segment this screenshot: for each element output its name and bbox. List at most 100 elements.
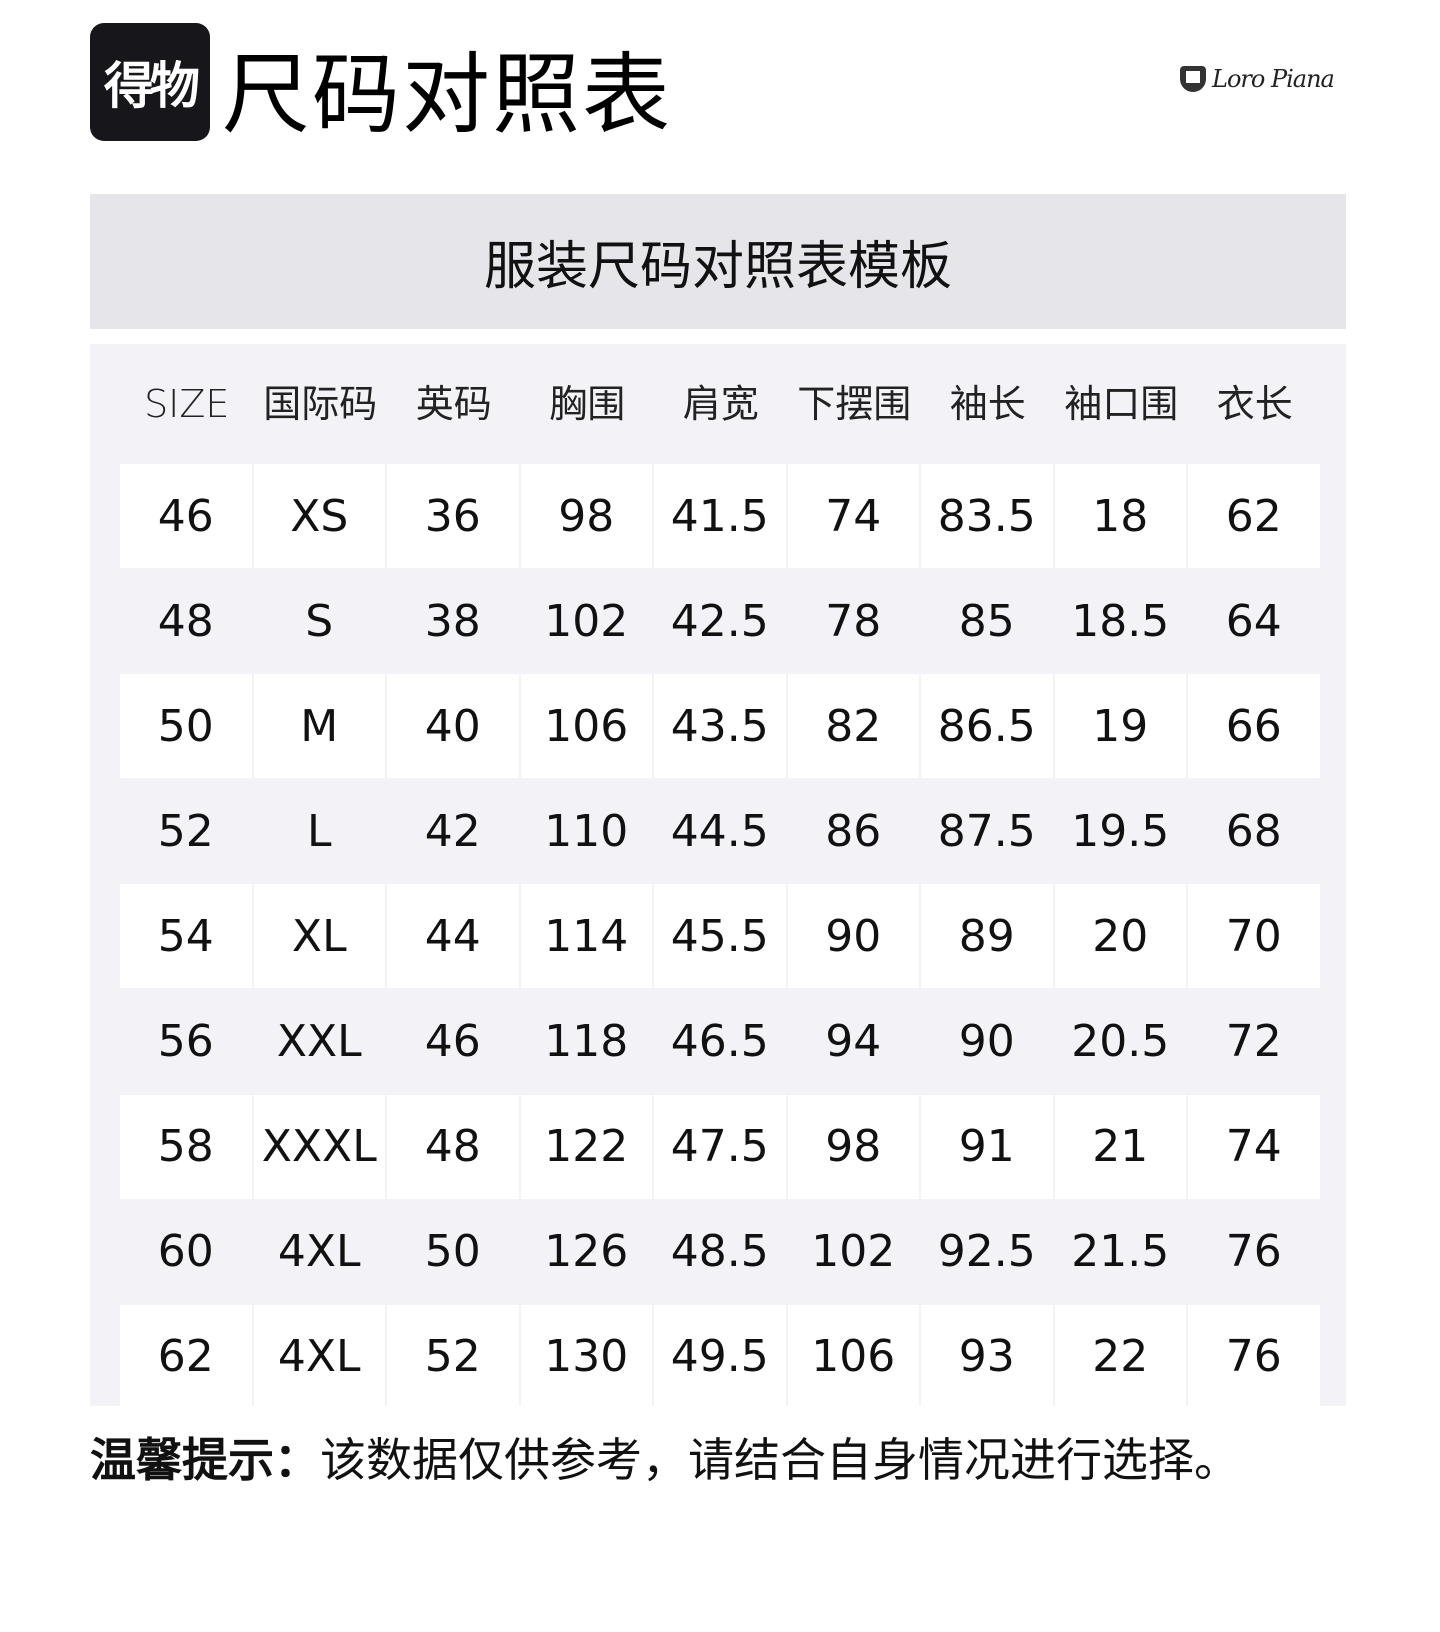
dewu-logo: 得物 — [90, 23, 210, 141]
table-cell: 42 — [424, 805, 481, 857]
column-header: SIZE — [144, 382, 230, 426]
table-cell: 68 — [1225, 805, 1282, 857]
table-row: 56 XXL 46 118 46.5 94 90 20.5 72 — [120, 989, 1320, 1094]
table-cell: 82 — [787, 674, 919, 779]
column-header: 胸围 — [549, 382, 626, 426]
table-cell: 48.5 — [670, 1226, 769, 1278]
table-cell: XS — [253, 464, 385, 568]
table-cell: 38 — [424, 595, 481, 647]
table-cell: 60 — [157, 1226, 214, 1278]
table-cell: 18 — [1054, 464, 1186, 568]
table-row: 58 XXXL 48 122 47.5 98 91 21 74 — [120, 1094, 1320, 1200]
table-row: 60 4XL 50 126 48.5 102 92.5 21.5 76 — [120, 1200, 1320, 1305]
column-header: 国际码 — [263, 382, 378, 426]
table-cell: 50 — [120, 674, 252, 779]
table-cell: 20 — [1054, 884, 1186, 989]
table-cell: 76 — [1225, 1226, 1282, 1278]
table-cell: 91 — [921, 1094, 1053, 1199]
table-cell: 62 — [1188, 464, 1320, 568]
table-cell: 19.5 — [1071, 805, 1170, 857]
table-cell: S — [305, 595, 334, 647]
table-cell: 86 — [825, 805, 882, 857]
table-cell: 102 — [544, 595, 629, 647]
table-cell: 19 — [1054, 674, 1186, 779]
table-cell: 4XL — [253, 1304, 385, 1406]
table-cell: 21.5 — [1071, 1226, 1170, 1278]
table-cell: 44.5 — [670, 805, 769, 857]
column-header: 下摆围 — [797, 382, 912, 426]
table-cell: 49.5 — [654, 1304, 786, 1406]
table-cell: 83.5 — [921, 464, 1053, 568]
table-cell: 56 — [157, 1015, 214, 1067]
table-cell: 48 — [157, 595, 214, 647]
table-cell: 46 — [424, 1015, 481, 1067]
table-cell: 92.5 — [937, 1226, 1036, 1278]
table-cell: 54 — [120, 884, 252, 989]
table-cell: 41.5 — [654, 464, 786, 568]
table-cell: 94 — [825, 1015, 882, 1067]
table-cell: 36 — [387, 464, 519, 568]
table-cell: 58 — [120, 1094, 252, 1199]
table-cell: 48 — [387, 1094, 519, 1199]
table-cell: 62 — [120, 1304, 252, 1406]
column-header: 袖口围 — [1064, 382, 1179, 426]
column-header: 肩宽 — [682, 382, 759, 426]
table-row: 46 XS 36 98 41.5 74 83.5 18 62 — [120, 464, 1320, 569]
table-cell: 20.5 — [1071, 1015, 1170, 1067]
table-cell: 78 — [825, 595, 882, 647]
table-cell: 86.5 — [921, 674, 1053, 779]
table-cell: 44 — [387, 884, 519, 989]
page-title: 尺码对照表 — [222, 43, 673, 146]
table-cell: 50 — [424, 1226, 481, 1278]
table-row: 52 L 42 110 44.5 86 87.5 19.5 68 — [120, 779, 1320, 884]
table-cell: 114 — [520, 884, 652, 989]
table-banner: 服装尺码对照表模板 — [90, 194, 1346, 329]
table-cell: 126 — [544, 1226, 629, 1278]
table-cell: 4XL — [277, 1226, 361, 1278]
table-cell: 40 — [387, 674, 519, 779]
table-cell: 102 — [811, 1226, 896, 1278]
table-cell: 74 — [1188, 1094, 1320, 1199]
table-cell: 43.5 — [654, 674, 786, 779]
table-cell: 52 — [387, 1304, 519, 1406]
table-cell: XL — [253, 884, 385, 989]
table-cell: 98 — [520, 464, 652, 568]
column-header: 英码 — [415, 382, 492, 426]
size-table: SIZE 国际码 英码 胸围 肩宽 下摆围 袖长 袖口围 衣长 46 XS 36 98 41.5 74 83… — [90, 344, 1346, 1406]
table-row: 48 S 38 102 42.5 78 85 18.5 64 — [120, 569, 1320, 674]
table-cell: 64 — [1225, 595, 1282, 647]
table-cell: XXXL — [253, 1094, 385, 1199]
table-cell: 87.5 — [937, 805, 1036, 857]
table-cell: 22 — [1054, 1304, 1186, 1406]
table-cell: 70 — [1188, 884, 1320, 989]
table-row: 50 M 40 106 43.5 82 86.5 19 66 — [120, 674, 1320, 779]
crest-icon — [1180, 66, 1206, 92]
table-cell: 106 — [787, 1304, 919, 1406]
table-header: SIZE 国际码 英码 胸围 肩宽 下摆围 袖长 袖口围 衣长 — [120, 374, 1322, 434]
tip-text: 该数据仅供参考，请结合自身情况进行选择。 — [320, 1433, 1240, 1487]
banner-title: 服装尺码对照表模板 — [483, 237, 952, 297]
column-header: 袖长 — [949, 382, 1026, 426]
column-header: 衣长 — [1216, 382, 1293, 426]
table-cell: XXL — [276, 1015, 362, 1067]
table-cell: 18.5 — [1071, 595, 1170, 647]
table-cell: 89 — [921, 884, 1053, 989]
table-body: 46 XS 36 98 41.5 74 83.5 18 62 48 S 38 102 42.5 78 85 18… — [120, 464, 1320, 1406]
table-cell: 90 — [787, 884, 919, 989]
table-cell: 45.5 — [654, 884, 786, 989]
table-row: 54 XL 44 114 45.5 90 89 20 70 — [120, 884, 1320, 989]
table-cell: L — [306, 805, 332, 857]
table-cell: 122 — [520, 1094, 652, 1199]
table-cell: 46 — [120, 464, 252, 568]
table-cell: 21 — [1054, 1094, 1186, 1199]
table-cell: 42.5 — [670, 595, 769, 647]
table-cell: 98 — [787, 1094, 919, 1199]
table-cell: 106 — [520, 674, 652, 779]
table-cell: 66 — [1188, 674, 1320, 779]
table-cell: 52 — [157, 805, 214, 857]
brand-name: Loro Piana — [1212, 65, 1335, 93]
table-cell: 74 — [787, 464, 919, 568]
table-row: 62 4XL 52 130 49.5 106 93 22 76 — [120, 1304, 1320, 1406]
table-cell: 130 — [520, 1304, 652, 1406]
table-cell: 90 — [958, 1015, 1015, 1067]
